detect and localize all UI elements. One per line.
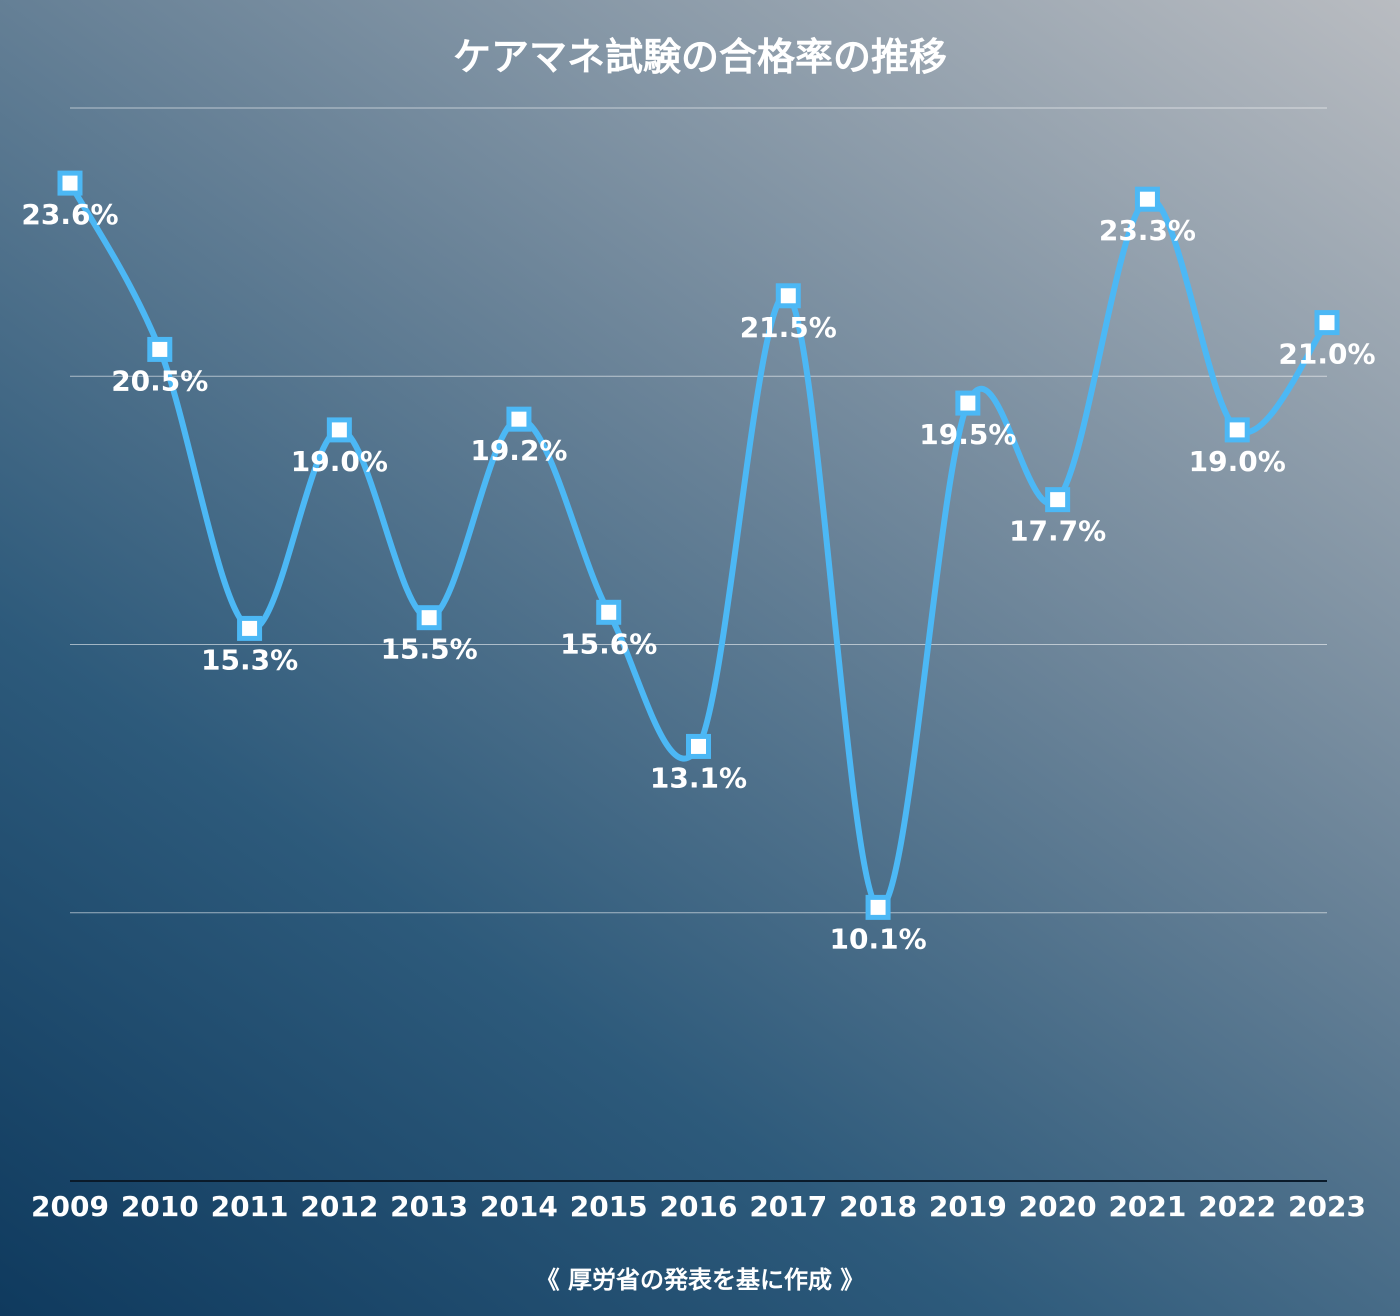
data-point-marker <box>1134 186 1160 212</box>
data-label: 21.5% <box>740 311 837 344</box>
data-point-marker <box>326 417 352 443</box>
data-label: 19.5% <box>919 418 1016 451</box>
x-tick-label: 2013 <box>390 1190 468 1223</box>
data-label: 15.3% <box>201 643 298 676</box>
data-label: 19.0% <box>291 445 388 478</box>
x-tick-label: 2020 <box>1019 1190 1097 1223</box>
x-tick-label: 2015 <box>570 1190 648 1223</box>
data-point-marker <box>1224 417 1250 443</box>
data-label: 19.2% <box>470 434 567 467</box>
x-tick-label: 2017 <box>749 1190 827 1223</box>
series-line <box>67 180 1330 911</box>
x-tick-label: 2022 <box>1198 1190 1276 1223</box>
data-point-marker <box>1314 310 1340 336</box>
data-label: 10.1% <box>830 922 927 955</box>
x-tick-label: 2019 <box>929 1190 1007 1223</box>
chart-title: ケアマネ試験の合格率の推移 <box>452 35 947 79</box>
data-point-marker <box>506 406 532 432</box>
x-tick-label: 2014 <box>480 1190 558 1223</box>
data-point-marker <box>147 336 173 362</box>
data-label: 19.0% <box>1189 445 1286 478</box>
data-point-marker <box>237 615 263 641</box>
data-label: 23.6% <box>21 198 118 231</box>
data-point-marker <box>955 390 981 416</box>
data-label: 15.5% <box>381 633 478 666</box>
data-point-marker <box>775 283 801 309</box>
data-label: 21.0% <box>1278 338 1375 371</box>
data-label: 23.3% <box>1099 214 1196 247</box>
source-note: 《 厚労省の発表を基に作成 》 <box>535 1266 865 1294</box>
x-tick-label: 2010 <box>121 1190 199 1223</box>
data-point-marker <box>57 170 83 196</box>
x-tick-label: 2021 <box>1108 1190 1186 1223</box>
x-tick-label: 2018 <box>839 1190 917 1223</box>
data-point-marker <box>865 894 891 920</box>
data-point-marker <box>686 733 711 759</box>
x-tick-label: 2009 <box>31 1190 109 1223</box>
x-tick-label: 2011 <box>211 1190 289 1223</box>
data-label: 20.5% <box>111 364 208 397</box>
x-tick-label: 2023 <box>1288 1190 1366 1223</box>
data-label: 17.7% <box>1009 515 1106 548</box>
data-label: 13.1% <box>650 761 747 794</box>
x-tick-label: 2016 <box>660 1190 738 1223</box>
data-point-marker <box>1045 487 1071 513</box>
data-point-marker <box>416 605 442 631</box>
data-point-marker <box>596 599 622 625</box>
data-label: 15.6% <box>560 627 657 660</box>
x-tick-label: 2012 <box>300 1190 378 1223</box>
